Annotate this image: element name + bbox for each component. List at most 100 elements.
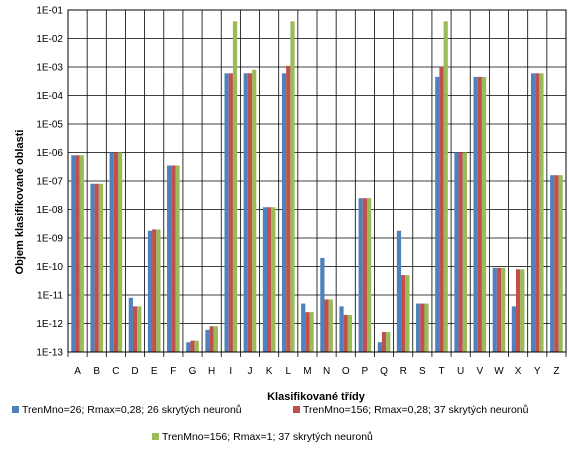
bar-D-series-1 <box>128 297 133 352</box>
bar-Z-series-2 <box>554 175 559 352</box>
bar-K-series-1 <box>262 207 268 352</box>
legend-item-series-3: TrenMno=156; Rmax=1; 37 skrytých neuronů <box>152 431 373 443</box>
x-category-label: N <box>323 366 330 377</box>
bar-E-series-1 <box>147 230 153 352</box>
bar-R-series-3 <box>405 275 410 352</box>
legend-label: TrenMno=156; Rmax=0,28; 37 skrytých neur… <box>303 404 529 416</box>
bar-Z-series-3 <box>558 175 563 352</box>
bar-H-series-1 <box>205 329 210 352</box>
x-category-label: W <box>494 366 504 377</box>
bar-V-series-3 <box>481 76 487 352</box>
legend-swatch <box>293 406 300 413</box>
x-category-label: J <box>247 366 252 377</box>
bar-T-series-1 <box>435 76 440 352</box>
x-category-label: F <box>170 366 176 377</box>
bar-L-series-1 <box>281 73 287 352</box>
bar-R-series-1 <box>396 230 402 352</box>
y-tick-label: 1E-10 <box>36 262 63 273</box>
x-category-label: I <box>229 366 232 377</box>
x-category-label: P <box>362 366 369 377</box>
bar-M-series-1 <box>301 303 306 352</box>
y-tick-label: 1E-01 <box>36 6 63 17</box>
bar-T-series-2 <box>439 67 444 352</box>
y-tick-label: 1E-08 <box>36 205 63 216</box>
plot-area-border <box>67 9 567 353</box>
bar-Q-series-3 <box>386 332 391 352</box>
x-category-label: L <box>285 366 291 377</box>
y-tick-label: 1E-09 <box>36 234 63 245</box>
y-tick-label: 1E-12 <box>36 319 63 330</box>
bar-S-series-1 <box>416 303 421 352</box>
legend-swatch <box>152 433 159 440</box>
bar-X-series-2 <box>516 269 521 352</box>
bar-U-series-1 <box>454 152 459 352</box>
bar-B-series-2 <box>94 183 99 352</box>
bar-H-series-2 <box>209 326 214 352</box>
x-category-label: Q <box>380 366 388 377</box>
bar-I-series-2 <box>228 73 233 352</box>
bar-A-series-2 <box>75 155 80 352</box>
bar-X-series-3 <box>520 269 525 352</box>
bar-C-series-3 <box>117 152 123 352</box>
y-tick-labels: 1E-13 1E-12 1E-11 1E-10 1E-09 1E-08 1E-07 1E-06… <box>36 6 63 359</box>
x-category-label: R <box>400 366 407 377</box>
bar-V-series-2 <box>477 76 482 352</box>
x-category-label: C <box>112 366 119 377</box>
x-category-label: M <box>303 366 311 377</box>
bar-A-series-1 <box>71 155 76 352</box>
x-category-label: D <box>131 366 138 377</box>
bar-G-series-2 <box>190 340 195 352</box>
bars <box>71 21 563 353</box>
bar-O-series-2 <box>343 314 348 352</box>
bar-E-series-3 <box>156 229 161 352</box>
bar-W-series-3 <box>501 267 506 352</box>
axes <box>67 9 567 353</box>
bar-Y-series-1 <box>530 73 536 352</box>
bar-N-series-3 <box>328 299 333 352</box>
legend: TrenMno=26; Rmax=0,28; 26 skrytých neuro… <box>12 404 529 443</box>
y-tick-label: 1E-07 <box>36 177 63 188</box>
x-category-label: B <box>93 366 100 377</box>
y-tick-label: 1E-05 <box>36 120 63 131</box>
bar-H-series-3 <box>213 326 218 352</box>
bar-J-series-3 <box>252 69 257 352</box>
bar-Y-series-2 <box>535 73 540 352</box>
bar-X-series-1 <box>511 306 517 352</box>
bar-E-series-2 <box>152 229 157 352</box>
bar-R-series-2 <box>401 275 406 352</box>
bar-P-series-3 <box>366 198 372 352</box>
bar-W-series-2 <box>496 267 502 352</box>
x-category-label: A <box>74 366 81 377</box>
bar-T-series-3 <box>443 21 448 353</box>
x-category-label: S <box>419 366 426 377</box>
bar-K-series-2 <box>267 207 272 352</box>
bar-L-series-3 <box>290 21 295 353</box>
y-tick-label: 1E-02 <box>36 34 63 45</box>
bar-C-series-1 <box>109 152 114 352</box>
bar-V-series-1 <box>473 76 478 352</box>
x-category-label: E <box>151 366 158 377</box>
bar-C-series-2 <box>113 152 118 352</box>
bar-B-series-1 <box>90 183 95 352</box>
bar-B-series-3 <box>98 183 104 352</box>
legend-swatch <box>12 406 19 413</box>
bar-N-series-1 <box>320 257 325 352</box>
x-category-label: Z <box>553 366 559 377</box>
bar-A-series-3 <box>79 155 84 352</box>
bar-D-series-3 <box>137 306 142 352</box>
bar-M-series-2 <box>305 312 310 352</box>
x-category-label: K <box>266 366 273 377</box>
x-category-label: T <box>438 366 444 377</box>
bar-J-series-2 <box>247 73 253 352</box>
bar-U-series-2 <box>458 152 463 352</box>
bar-O-series-1 <box>339 306 344 352</box>
bar-P-series-2 <box>362 198 367 352</box>
legend-item-series-2: TrenMno=156; Rmax=0,28; 37 skrytých neur… <box>293 404 529 416</box>
x-axis-title: Klasifikované třídy <box>267 391 366 403</box>
bar-S-series-2 <box>420 303 425 352</box>
bar-M-series-3 <box>309 312 314 352</box>
bar-G-series-3 <box>194 340 199 352</box>
bar-G-series-1 <box>186 342 191 352</box>
